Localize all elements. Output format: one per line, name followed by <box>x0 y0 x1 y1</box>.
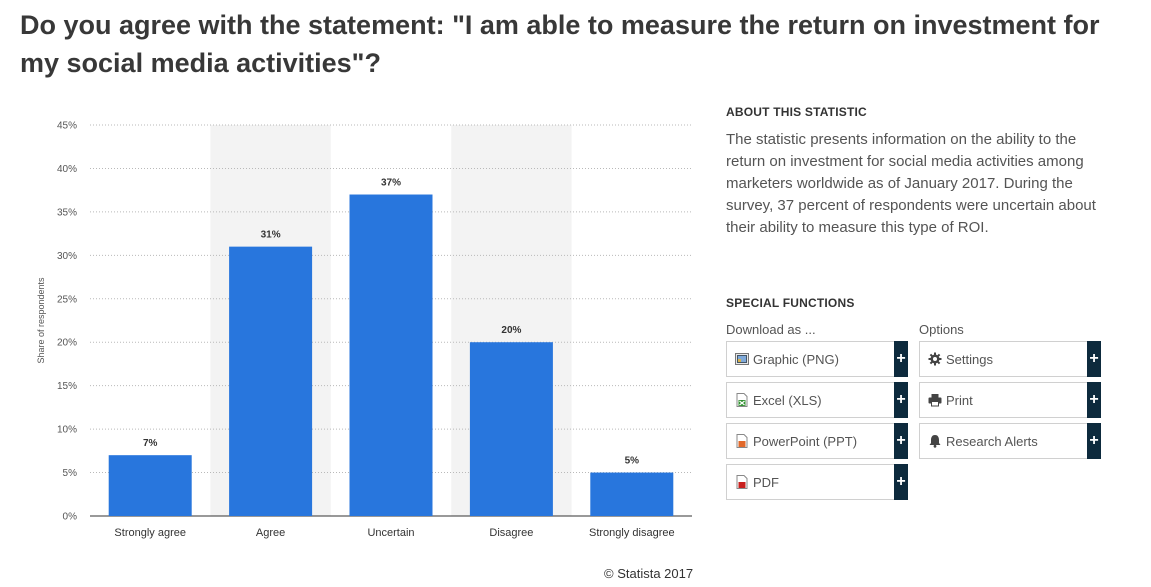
bar-uncertain <box>349 194 433 516</box>
about-section: ABOUT THIS STATISTIC The statistic prese… <box>726 105 1116 239</box>
bar-disagree <box>469 342 553 516</box>
y-tick-label: 40% <box>57 164 77 175</box>
y-tick-label: 20% <box>57 338 77 349</box>
excel-file-icon <box>736 393 748 407</box>
pdf-file-icon <box>736 475 748 489</box>
download-xls-label: Excel (XLS) <box>753 392 822 408</box>
plus-icon: + <box>894 382 908 418</box>
download-xls-button[interactable]: Excel (XLS) + <box>726 382 908 418</box>
data-label: 31% <box>261 230 281 241</box>
bar-strongly-agree <box>108 455 192 516</box>
y-tick-label: 5% <box>63 468 78 479</box>
data-label: 5% <box>625 456 640 467</box>
data-label: 20% <box>501 325 521 336</box>
gear-icon <box>928 352 942 366</box>
research-alerts-button[interactable]: Research Alerts + <box>919 423 1101 459</box>
copyright-notice: © Statista 2017 <box>604 566 694 581</box>
y-tick-label: 15% <box>57 381 77 392</box>
special-functions: SPECIAL FUNCTIONS Download as ... Graphi… <box>726 296 1116 500</box>
print-button[interactable]: Print + <box>919 382 1101 418</box>
options-title: Options <box>919 322 964 337</box>
printer-icon <box>928 394 942 407</box>
bar-chart: 0% 5% 10% 15% 20% 25% 30% 35% 40% 45% Share of res… <box>36 121 692 539</box>
png-file-icon <box>735 353 749 365</box>
plus-icon: + <box>894 423 908 459</box>
x-tick-label: Strongly disagree <box>589 527 675 539</box>
plus-icon: + <box>1087 423 1101 459</box>
download-pdf-button[interactable]: PDF + <box>726 464 908 500</box>
x-tick-label: Disagree <box>489 527 533 539</box>
special-functions-heading: SPECIAL FUNCTIONS <box>726 296 855 310</box>
y-tick-label: 45% <box>57 121 77 132</box>
data-label: 7% <box>143 438 158 449</box>
plus-icon: + <box>894 464 908 500</box>
download-png-label: Graphic (PNG) <box>753 351 839 367</box>
y-axis-title: Share of respondents <box>36 277 46 364</box>
plus-icon: + <box>1087 341 1101 377</box>
options-column: Options Settings + Print <box>919 322 1101 464</box>
data-label: 37% <box>381 178 401 189</box>
download-column: Download as ... Graphic (PNG) + Excel (X… <box>726 322 908 505</box>
bar-agree <box>229 246 313 516</box>
about-text: The statistic presents information on th… <box>726 131 1096 236</box>
download-png-button[interactable]: Graphic (PNG) + <box>726 341 908 377</box>
x-tick-label: Agree <box>256 527 285 539</box>
plus-icon: + <box>894 341 908 377</box>
settings-label: Settings <box>946 351 993 367</box>
y-tick-label: 35% <box>57 207 77 218</box>
download-pdf-label: PDF <box>753 474 779 490</box>
download-ppt-button[interactable]: PowerPoint (PPT) + <box>726 423 908 459</box>
download-ppt-label: PowerPoint (PPT) <box>753 433 858 449</box>
x-tick-label: Strongly agree <box>114 527 186 539</box>
y-tick-label: 25% <box>57 294 77 305</box>
download-title: Download as ... <box>726 322 816 337</box>
y-tick-label: 30% <box>57 251 77 262</box>
print-label: Print <box>946 392 973 408</box>
x-tick-label: Uncertain <box>367 527 414 539</box>
page-title: Do you agree with the statement: "I am a… <box>20 10 1100 78</box>
bell-icon <box>929 435 941 448</box>
powerpoint-file-icon <box>736 434 748 448</box>
bar-strongly-disagree <box>590 472 674 516</box>
plus-icon: + <box>1087 382 1101 418</box>
research-alerts-label: Research Alerts <box>946 433 1038 449</box>
y-tick-label: 10% <box>57 425 77 436</box>
about-heading: ABOUT THIS STATISTIC <box>726 105 867 119</box>
y-tick-label: 0% <box>63 512 78 523</box>
settings-button[interactable]: Settings + <box>919 341 1101 377</box>
